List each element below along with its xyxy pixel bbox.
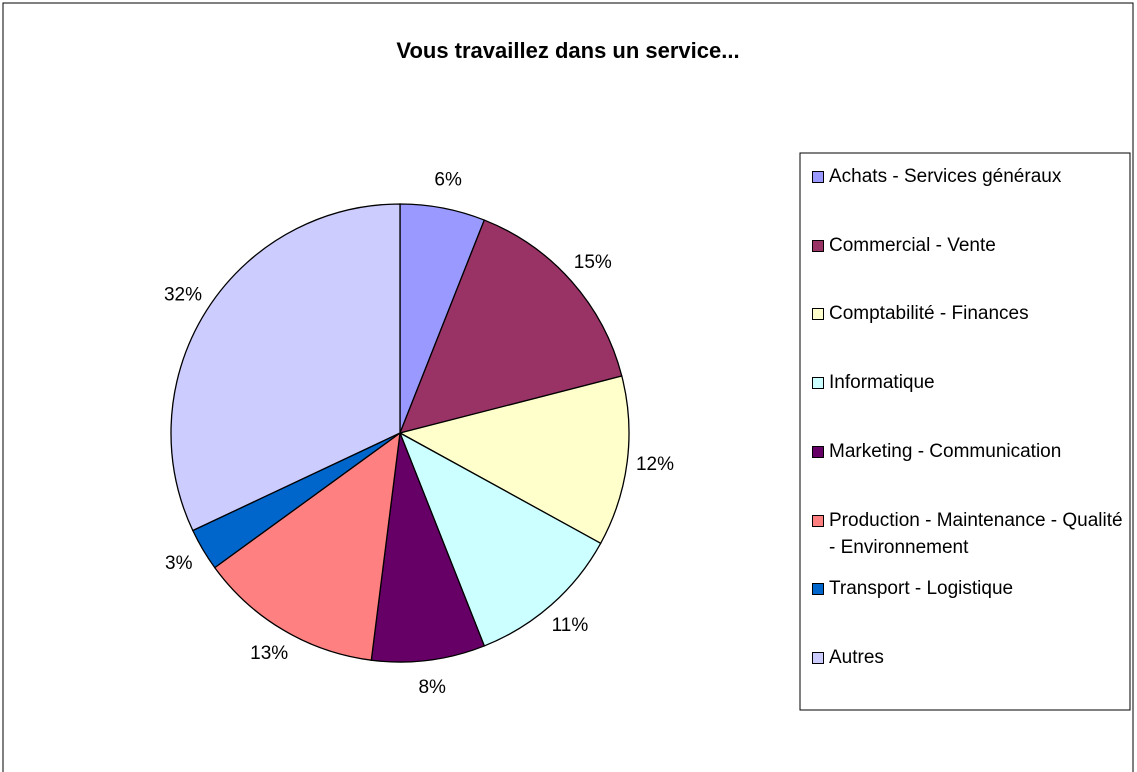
pie-slice: [398, 375, 630, 545]
legend-item: Transport - Logistique: [812, 575, 1129, 602]
data-label: 11%: [552, 615, 589, 636]
legend-label: Autres: [829, 646, 884, 668]
legend-label: Marketing - Communication: [829, 440, 1062, 462]
chart-title: Vous travaillez dans un service...: [396, 38, 739, 63]
legend-swatch: [812, 445, 824, 458]
data-label: 6%: [434, 170, 462, 191]
pie-slice: [398, 431, 602, 647]
legend-swatch: [812, 377, 824, 390]
data-label: 8%: [418, 677, 446, 698]
legend-item: Comptabilité - Finances: [812, 300, 1129, 327]
legend-item: Informatique: [812, 369, 1129, 396]
legend-swatch: [812, 651, 824, 664]
legend-box: [799, 152, 1131, 711]
legend-item: Commercial - Vente: [812, 232, 1129, 259]
legend-item: Achats - Services généraux: [812, 163, 1129, 190]
pie-slice: [370, 432, 486, 663]
legend-label: Transport - Logistique: [829, 578, 1014, 600]
legend-label: Comptabilité - Finances: [829, 303, 1029, 325]
legend-swatch: [812, 308, 824, 321]
legend-swatch: [812, 239, 824, 252]
data-label: 15%: [574, 252, 612, 273]
legend-label: Achats - Services généraux: [829, 166, 1062, 187]
pie-slice: [213, 431, 401, 661]
pie-slice: [398, 219, 623, 434]
legend-swatch: [812, 514, 824, 527]
data-label: 3%: [165, 553, 193, 574]
legend-label: Informatique: [829, 372, 935, 394]
legend-item: Autres: [812, 644, 1129, 671]
legend-swatch: [812, 171, 824, 183]
pie-slice: [170, 203, 401, 532]
legend-item: Marketing - Communication: [812, 438, 1129, 465]
legend-item: Production - Maintenance - Qualité - Env…: [812, 507, 1129, 561]
legend-swatch: [812, 583, 824, 596]
data-label: 12%: [636, 454, 674, 475]
data-label: 32%: [164, 284, 202, 305]
data-label: 13%: [250, 643, 288, 664]
legend-label: Commercial - Vente: [829, 234, 996, 256]
legend-label: Production - Maintenance - Qualité - Env…: [829, 509, 1123, 558]
